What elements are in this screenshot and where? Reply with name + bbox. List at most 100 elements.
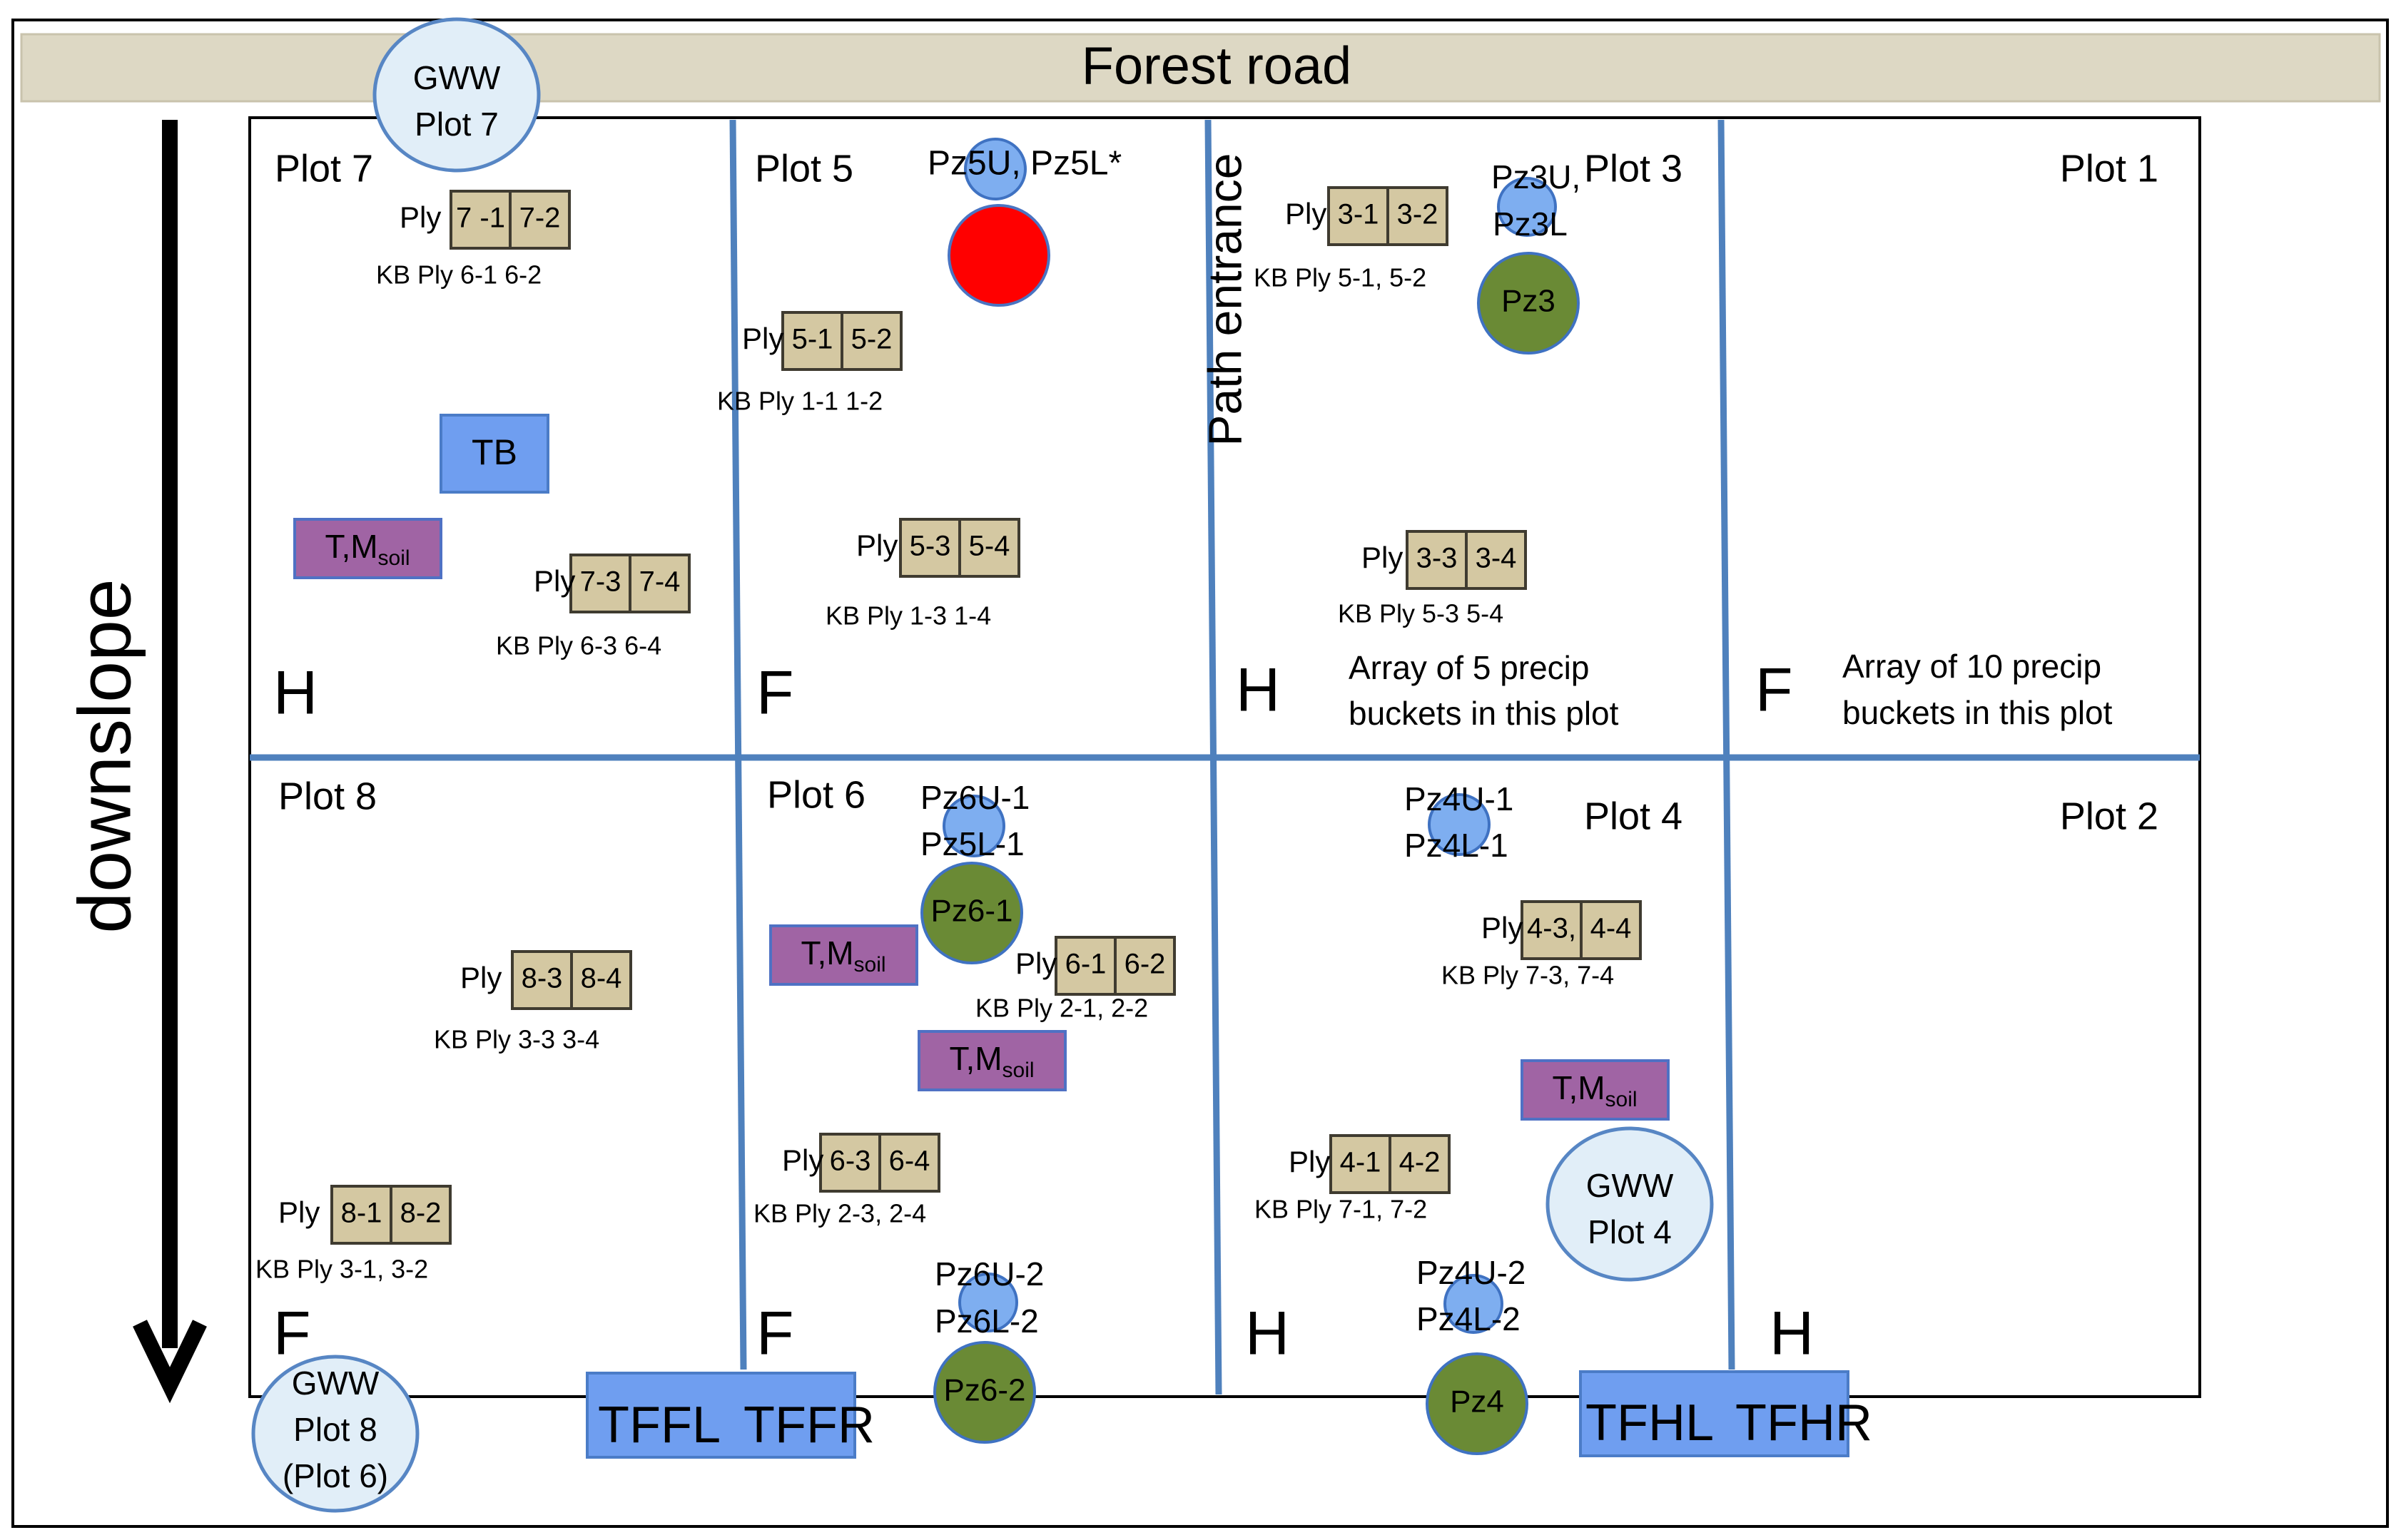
lysimeter-kb-label: KB Ply 5-3 5-4 xyxy=(1338,599,1503,628)
path-entrance-label: Path entrance xyxy=(1198,153,1251,447)
lysimeter-prefix: Ply xyxy=(534,564,575,598)
lysimeter-5: 3-1 3-2 Ply KB Ply 5-1, 5-2 xyxy=(1254,186,1448,292)
lysimeter-7: 8-3 8-4 Ply KB Ply 3-3 3-4 xyxy=(434,950,632,1054)
lysimeter-3: 5-1 5-2 Ply KB Ply 1-1 1-2 xyxy=(717,311,903,416)
lysimeter-kb-label: KB Ply 7-1, 7-2 xyxy=(1254,1195,1427,1224)
lysimeter-prefix: Ply xyxy=(400,200,441,234)
lysimeter-prefix: Ply xyxy=(1481,911,1523,944)
gww-plot-7-line1: GWW xyxy=(413,59,501,96)
gww-plot-7-line2: Plot 7 xyxy=(415,106,499,143)
svg-text:T,Msoil: T,Msoil xyxy=(1552,1069,1637,1111)
lysimeter-cell: 5-3 xyxy=(910,531,951,562)
plot-1-note-line1: Array of 10 precip xyxy=(1842,648,2101,685)
gww-plot-4-line1: GWW xyxy=(1586,1167,1674,1204)
lysimeter-kb-label: KB Ply 1-3 1-4 xyxy=(826,601,991,631)
piezometer-pz4-2-line1: Pz4U-2 xyxy=(1416,1254,1526,1291)
lysimeter-cell: 7 -1 xyxy=(456,203,505,234)
divider-3 xyxy=(1717,119,1735,1370)
lysimeter-prefix: Ply xyxy=(278,1195,320,1229)
lysimeter-6: 3-3 3-4 Ply KB Ply 5-3 5-4 xyxy=(1338,530,1527,628)
lysimeter-cell: 8-2 xyxy=(400,1198,442,1229)
plot-3-type: H xyxy=(1236,656,1280,725)
gww-plot-4-line2: Plot 4 xyxy=(1588,1213,1672,1250)
lysimeter-prefix: Ply xyxy=(856,529,898,562)
gww-plot-4: GWW Plot 4 xyxy=(1545,1126,1714,1282)
lysimeter-2: 7-3 7-4 Ply KB Ply 6-3 6-4 xyxy=(496,554,691,661)
plot-1-note-line2: buckets in this plot xyxy=(1842,694,2113,731)
gww-plot-8-line3: (Plot 6) xyxy=(283,1457,388,1494)
outer-frame xyxy=(11,19,2389,1528)
lysimeter-cell: 5-4 xyxy=(969,531,1010,562)
piezometer-pz6-2-line1: Pz6U-2 xyxy=(935,1255,1044,1292)
plot-1-type: F xyxy=(1755,656,1793,725)
lysimeter-cell: 6-2 xyxy=(1125,949,1166,980)
flume-forest-right: TFFR xyxy=(743,1397,875,1454)
piezometer-small-pz3 xyxy=(1497,177,1557,237)
divider-2 xyxy=(1204,119,1222,1395)
plot-4-type: H xyxy=(1245,1300,1289,1368)
plot-3-note-line1: Array of 5 precip xyxy=(1349,649,1589,686)
lysimeter-11: 4-3, 4-4 Ply KB Ply 7-3, 7-4 xyxy=(1441,900,1642,990)
piezometer-pz6-1-line1: Pz6U-1 xyxy=(920,779,1030,816)
downslope-label: downslope xyxy=(64,578,146,933)
plot-7-title: Plot 7 xyxy=(275,147,373,190)
plot-3-title: Plot 3 xyxy=(1584,147,1682,190)
red-marker xyxy=(948,204,1050,307)
soil-sensor-main: T,M xyxy=(949,1040,1002,1077)
svg-text:T,Msoil: T,Msoil xyxy=(949,1040,1034,1082)
lysimeter-group: 7 -1 7-2 Ply KB Ply 6-1 6-2 7-3 7-4 Ply KB Ply … xyxy=(255,186,1642,1284)
plot-7-type: H xyxy=(273,659,318,728)
soil-sensor-main: T,M xyxy=(1552,1069,1605,1106)
plot-2-title: Plot 2 xyxy=(2060,795,2158,837)
lysimeter-prefix: Ply xyxy=(460,961,502,994)
lysimeter-prefix: Ply xyxy=(742,322,783,355)
piezometer-large-pz6-2 xyxy=(933,1341,1036,1444)
lysimeter-cell: 7-3 xyxy=(580,566,621,598)
lysimeter-prefix: Ply xyxy=(1015,947,1057,980)
piezometer-pz6-2-line2: Pz6L-2 xyxy=(935,1302,1039,1340)
plot-5-type: F xyxy=(756,659,794,728)
lysimeter-cell: 8-4 xyxy=(581,963,622,994)
lysimeter-10: 6-3 6-4 Ply KB Ply 2-3, 2-4 xyxy=(753,1133,940,1228)
soil-sensor-sub: soil xyxy=(1605,1088,1638,1111)
piezometer-pz4-big: Pz4 xyxy=(1450,1385,1504,1419)
piezometer-small-pz4-2 xyxy=(1443,1274,1503,1334)
lysimeter-cell: 3-2 xyxy=(1397,199,1438,230)
plot-6-title: Plot 6 xyxy=(767,773,866,816)
downslope-arrow xyxy=(133,120,207,1404)
gww-plot-8-line1: GWW xyxy=(292,1365,380,1402)
lysimeter-kb-label: KB Ply 5-1, 5-2 xyxy=(1254,263,1426,292)
lysimeter-kb-label: KB Ply 6-1 6-2 xyxy=(376,260,542,290)
lysimeter-cell: 5-1 xyxy=(792,324,833,355)
lysimeter-12: 4-1 4-2 Ply KB Ply 7-1, 7-2 xyxy=(1254,1134,1451,1224)
lysimeter-cell: 4-2 xyxy=(1399,1147,1441,1178)
lysimeter-kb-label: KB Ply 1-1 1-2 xyxy=(717,387,883,416)
lysimeter-kb-label: KB Ply 7-3, 7-4 xyxy=(1441,961,1614,990)
piezometer-pz6-1-line2: Pz5L-1 xyxy=(920,825,1025,862)
piezometer-pz3-big: Pz3 xyxy=(1501,284,1555,319)
forest-road-label: Forest road xyxy=(1082,36,1351,96)
lysimeter-kb-label: KB Ply 2-1, 2-2 xyxy=(975,994,1148,1023)
lysimeter-4: 5-3 5-4 Ply KB Ply 1-3 1-4 xyxy=(826,518,1020,631)
plot-8-type: F xyxy=(273,1300,311,1368)
flume-forest: TFFL TFFR xyxy=(586,1372,875,1459)
plot-4-title: Plot 4 xyxy=(1584,795,1682,837)
flume-harvest-right: TFHR xyxy=(1735,1394,1872,1452)
soil-sensor-sub: soil xyxy=(378,546,410,570)
tipping-bucket: TB xyxy=(440,414,549,494)
piezometer-pz3-line1: Pz3U, xyxy=(1491,158,1580,195)
lysimeter-cell: 4-3, xyxy=(1527,913,1576,944)
svg-text:T,Msoil: T,Msoil xyxy=(801,934,885,976)
lysimeter-cell: 4-4 xyxy=(1590,913,1632,944)
piezometer-small-pz4-1 xyxy=(1428,793,1491,856)
flume-harvest-left: TFHL xyxy=(1585,1394,1714,1452)
lysimeter-8: 8-1 8-2 Ply KB Ply 3-1, 3-2 xyxy=(255,1185,452,1284)
piezometer-pz4-2-line2: Pz4L-2 xyxy=(1416,1300,1521,1337)
piezometer-pz6-1-big: Pz6-1 xyxy=(931,894,1013,929)
piezometer-large-pz3 xyxy=(1477,252,1580,355)
plot-2-type: H xyxy=(1770,1300,1814,1368)
lysimeter-kb-label: KB Ply 3-1, 3-2 xyxy=(255,1255,428,1284)
piezometer-small-pz6-1 xyxy=(943,795,1005,857)
lysimeter-cell: 7-4 xyxy=(639,566,681,598)
lysimeter-cell: 6-1 xyxy=(1065,949,1107,980)
